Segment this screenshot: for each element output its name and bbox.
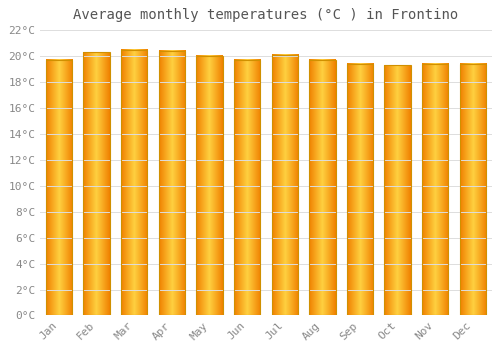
Title: Average monthly temperatures (°C ) in Frontino: Average monthly temperatures (°C ) in Fr… <box>74 8 458 22</box>
